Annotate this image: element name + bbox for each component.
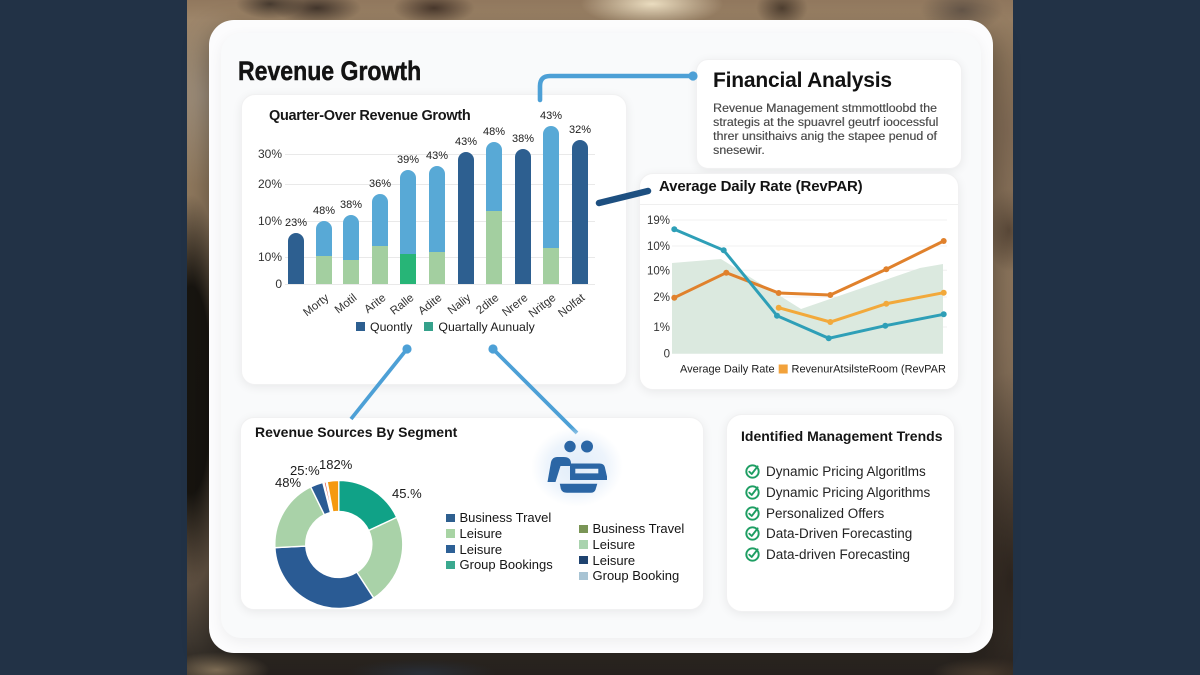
svg-text:10%: 10% bbox=[647, 241, 670, 253]
svg-text:Average Daily Rate: Average Daily Rate bbox=[680, 364, 775, 376]
svg-text:RevenurAtsilsteRoom (RevPAR: RevenurAtsilsteRoom (RevPAR bbox=[792, 364, 947, 376]
svg-text:0: 0 bbox=[664, 349, 670, 361]
svg-text:2%: 2% bbox=[653, 292, 670, 304]
svg-text:19%: 19% bbox=[647, 215, 670, 227]
svg-text:1%: 1% bbox=[653, 322, 670, 334]
svg-text:10%: 10% bbox=[647, 265, 670, 277]
